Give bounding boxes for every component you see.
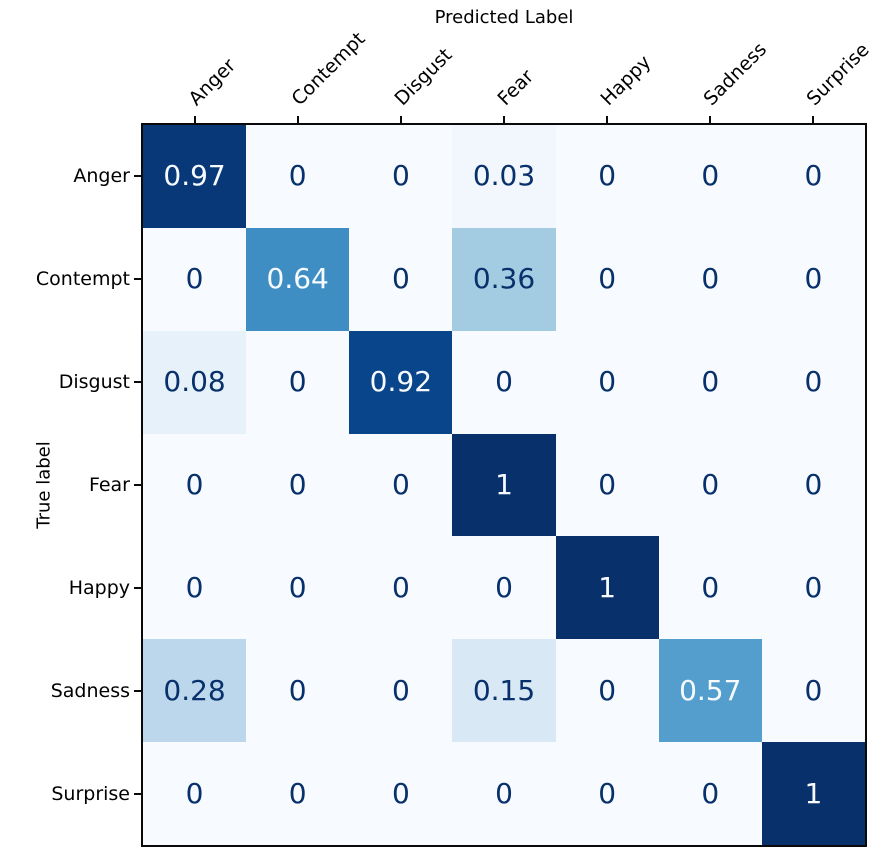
matrix-cell: 0 bbox=[452, 330, 556, 434]
x-tick-label: Anger bbox=[184, 54, 240, 110]
matrix-cell: 0 bbox=[555, 227, 659, 331]
matrix-cell: 0 bbox=[143, 742, 247, 845]
x-axis-title: Predicted Label bbox=[434, 7, 574, 28]
matrix-cell: 0 bbox=[761, 227, 865, 331]
matrix-cell: 0 bbox=[658, 742, 762, 845]
x-tick-mark bbox=[709, 116, 712, 123]
y-tick-mark bbox=[134, 381, 141, 384]
matrix-cell: 0 bbox=[349, 125, 453, 228]
matrix-cell: 0 bbox=[555, 433, 659, 537]
y-tick-mark bbox=[134, 792, 141, 795]
y-tick-mark bbox=[134, 278, 141, 281]
matrix-cell: 0 bbox=[143, 536, 247, 640]
y-tick-mark bbox=[134, 484, 141, 486]
matrix-cell: 0 bbox=[658, 433, 762, 537]
x-tick-mark bbox=[606, 116, 609, 123]
matrix-cell: 0.03 bbox=[452, 125, 556, 228]
matrix-cell: 0.97 bbox=[143, 125, 247, 228]
matrix-cell: 0.08 bbox=[143, 330, 247, 434]
x-tick-mark bbox=[812, 116, 815, 123]
matrix-cell: 0.64 bbox=[246, 227, 350, 331]
matrix-cell: 0 bbox=[555, 639, 659, 743]
matrix-cell: 0 bbox=[761, 125, 865, 228]
matrix-cell: 0 bbox=[143, 433, 247, 537]
x-tick-mark bbox=[503, 116, 505, 123]
matrix-cell: 0 bbox=[658, 125, 762, 228]
y-tick-label: Anger bbox=[73, 165, 130, 188]
matrix-cell: 1 bbox=[452, 433, 556, 537]
x-tick-label: Fear bbox=[493, 65, 539, 110]
y-tick-label: Fear bbox=[88, 474, 130, 496]
matrix-cell: 0 bbox=[143, 227, 247, 331]
matrix-cell: 0 bbox=[555, 330, 659, 434]
matrix-cell: 0 bbox=[246, 125, 350, 228]
matrix-cell: 0.15 bbox=[452, 639, 556, 743]
matrix-cell: 0 bbox=[349, 433, 453, 537]
matrix-cell: 1 bbox=[555, 536, 659, 640]
matrix-cell: 0 bbox=[761, 639, 865, 743]
y-tick-mark bbox=[134, 175, 141, 178]
y-tick-label: Sadness bbox=[50, 679, 130, 702]
y-tick-mark bbox=[134, 689, 141, 692]
matrix-cell: 0 bbox=[658, 536, 762, 640]
x-tick-label: Sadness bbox=[699, 38, 772, 110]
matrix-cell: 0 bbox=[246, 330, 350, 434]
x-tick-label: Happy bbox=[596, 51, 656, 110]
matrix-cell: 0 bbox=[555, 742, 659, 845]
matrix-cell: 0 bbox=[761, 536, 865, 640]
y-tick-label: Surprise bbox=[51, 782, 130, 805]
y-tick-mark bbox=[134, 586, 141, 589]
matrix-cell: 0.92 bbox=[349, 330, 453, 434]
x-tick-label: Contempt bbox=[287, 27, 370, 110]
matrix-cell: 0 bbox=[555, 125, 659, 228]
matrix-cell: 0.57 bbox=[658, 639, 762, 743]
y-tick-label: Happy bbox=[68, 576, 130, 599]
heatmap-grid: 0.97 0 0 0.03 0 0 0 0 0.64 0 0.36 0 0 0 0.08 0 0.92 0 0 0 0 0… bbox=[141, 123, 867, 847]
y-tick-label: Contempt bbox=[35, 268, 130, 291]
x-tick-mark bbox=[193, 116, 196, 123]
matrix-cell: 1 bbox=[761, 742, 865, 845]
matrix-cell: 0 bbox=[349, 536, 453, 640]
matrix-cell: 0 bbox=[246, 433, 350, 537]
x-tick-label: Disgust bbox=[390, 44, 457, 111]
matrix-cell: 0 bbox=[246, 536, 350, 640]
matrix-cell: 0 bbox=[349, 227, 453, 331]
matrix-cell: 0 bbox=[761, 330, 865, 434]
matrix-cell: 0 bbox=[658, 227, 762, 331]
matrix-cell: 0 bbox=[246, 742, 350, 845]
matrix-cell: 0 bbox=[452, 742, 556, 845]
matrix-cell: 0 bbox=[246, 639, 350, 743]
y-tick-label: Disgust bbox=[58, 371, 130, 394]
x-tick-mark bbox=[399, 116, 402, 123]
matrix-cell: 0 bbox=[349, 639, 453, 743]
matrix-cell: 0.36 bbox=[452, 227, 556, 331]
matrix-cell: 0 bbox=[761, 433, 865, 537]
matrix-cell: 0 bbox=[349, 742, 453, 845]
matrix-cell: 0 bbox=[452, 536, 556, 640]
matrix-cell: 0.28 bbox=[143, 639, 247, 743]
x-tick-mark bbox=[296, 116, 299, 123]
x-tick-label: Surprise bbox=[802, 38, 875, 110]
matrix-cell: 0 bbox=[658, 330, 762, 434]
